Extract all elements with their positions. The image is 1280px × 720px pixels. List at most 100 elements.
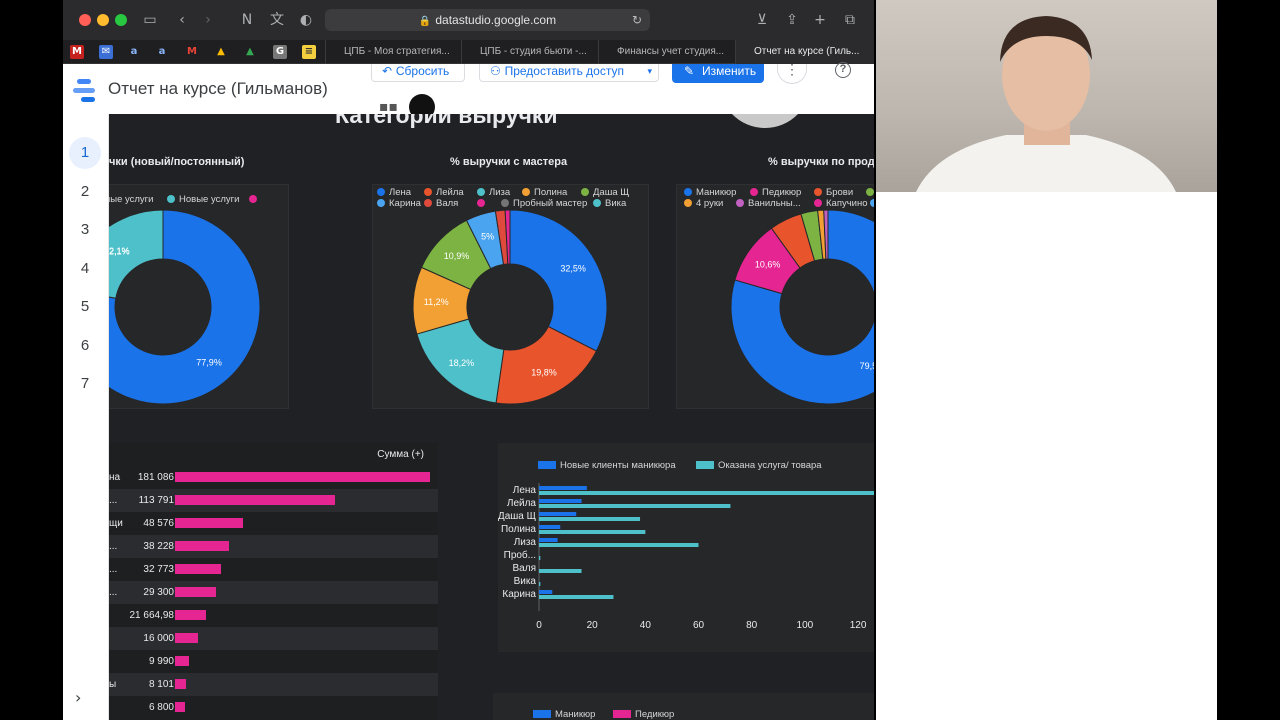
tab-strategy[interactable]: ЦПБ - Моя стратегия... — [325, 40, 461, 64]
new-tab-icon[interactable]: + — [814, 12, 826, 28]
legend-item[interactable]: Пробный мастер — [501, 198, 587, 209]
bar-1-8[interactable] — [539, 595, 614, 599]
page-tab-3[interactable]: 3 — [80, 221, 90, 238]
download-icon[interactable]: ⊻ — [756, 12, 768, 28]
legend-item[interactable]: Карина — [377, 198, 421, 209]
table-row[interactable]: ... 29 300 — [109, 581, 438, 604]
table-row[interactable]: щи 48 576 — [109, 512, 438, 535]
bar-chart-legend[interactable]: Новые клиенты маникюра Оказана услуга/ то… — [538, 460, 868, 474]
gmail-favicon-icon[interactable]: M — [70, 45, 84, 59]
bar-1-2[interactable] — [539, 517, 641, 521]
legend-item[interactable] — [249, 194, 261, 205]
bar-0-4[interactable] — [539, 538, 558, 542]
page-tab-7[interactable]: 7 — [80, 375, 90, 392]
reload-icon[interactable]: ↻ — [631, 13, 642, 27]
g-favicon-icon[interactable]: G — [273, 45, 287, 59]
revenue-table[interactable]: Сумма (+) на 181 086... 113 791 щи 48 576...… — [109, 443, 438, 720]
legend-item[interactable]: Лейла — [424, 187, 464, 198]
legend-item[interactable]: Ванильны... — [736, 198, 801, 209]
forward-arrow-icon[interactable]: › — [205, 12, 211, 28]
table-row[interactable]: на 181 086 — [109, 466, 438, 489]
legend-item[interactable]: Лиза — [477, 187, 510, 198]
legend-item[interactable]: Новые услуги — [167, 194, 239, 205]
page-tab-2[interactable]: 2 — [80, 182, 90, 200]
bar-0-8[interactable] — [539, 590, 553, 594]
gmail2-favicon-icon[interactable]: M — [187, 46, 197, 57]
legend-item[interactable]: Товар — [866, 187, 874, 198]
bar-1-4[interactable] — [539, 543, 699, 547]
table-row[interactable]: 6 800 — [109, 696, 438, 719]
bar-1-3[interactable] — [539, 530, 646, 534]
mail-favicon-icon[interactable]: ✉ — [99, 45, 113, 59]
table-row[interactable]: ... 113 791 — [109, 489, 438, 512]
notion-extension-icon[interactable]: N — [241, 12, 253, 28]
table-row[interactable]: 9 990 — [109, 650, 438, 673]
a2-favicon-icon[interactable]: a — [158, 46, 166, 57]
tab-overview-icon[interactable]: ⧉ — [845, 12, 855, 28]
legend-item[interactable]: Лена — [377, 187, 411, 198]
drive-favicon-icon[interactable]: ▲ — [217, 46, 225, 57]
bar-legend-item[interactable]: Новые клиенты маникюра — [538, 460, 676, 471]
legend-item[interactable]: Латте — [870, 198, 874, 209]
legend-item[interactable]: Капучино — [814, 198, 868, 209]
reset-button[interactable]: ↶ Сбросить — [371, 64, 465, 82]
bar-0-0[interactable] — [539, 486, 587, 490]
translate-extension-icon[interactable]: 文 — [270, 12, 284, 28]
chevron-right-icon[interactable]: › — [75, 688, 82, 707]
legend-item[interactable]: Брови — [814, 187, 853, 198]
donut3-slice-5[interactable] — [823, 209, 829, 260]
page-tab-4[interactable]: 4 — [80, 259, 90, 277]
donut1-legend[interactable]: ные услуги Новые услуги — [109, 194, 289, 208]
donut3-legend[interactable]: Маникюр Педикюр Брови Товар 4 руки Ванильны..… — [684, 187, 874, 213]
bar-1-5[interactable] — [539, 556, 541, 560]
bar-1-0[interactable] — [539, 491, 874, 495]
legend-item[interactable]: Валя — [424, 198, 458, 209]
legend-item[interactable]: Полина — [522, 187, 567, 198]
bottom-chart-legend[interactable]: Маникюр Педикюр — [533, 709, 833, 720]
table-row[interactable]: ... 38 228 — [109, 535, 438, 558]
bar-1-6[interactable] — [539, 569, 582, 573]
more-options-button[interactable]: ⋮ — [777, 62, 807, 84]
table-row[interactable]: 16 000 — [109, 627, 438, 650]
bar-0-2[interactable] — [539, 512, 577, 516]
donut2-slice-2[interactable] — [416, 318, 505, 404]
address-bar[interactable]: 🔒 datastudio.google.com ↻ — [325, 9, 650, 31]
share-icon[interactable]: ⇪ — [786, 12, 798, 28]
page-tab-5[interactable]: 5 — [80, 298, 90, 315]
donut2-legend[interactable]: Лена Лейла Лиза Полина Даша Щ Карина Валя Пробн… — [377, 187, 647, 213]
legend-item[interactable]: ные услуги — [109, 194, 153, 205]
donut1-chart[interactable]: 77,9% 22,1%2,1% — [109, 204, 269, 404]
bar-legend-item[interactable]: Оказана услуга/ товара — [696, 460, 822, 471]
report-title[interactable]: Отчет на курсе (Гильманов) — [108, 79, 328, 98]
legend-item[interactable]: 4 руки — [684, 198, 723, 209]
donut2-slice-1[interactable] — [495, 325, 598, 405]
close-window-button[interactable] — [79, 14, 91, 26]
zoom-window-button[interactable] — [115, 14, 127, 26]
donut1-slice-1[interactable] — [109, 209, 164, 299]
minimize-window-button[interactable] — [97, 14, 109, 26]
yellow-favicon-icon[interactable]: ≡ — [302, 45, 316, 59]
a-favicon-icon[interactable]: a — [130, 46, 138, 57]
legend-item[interactable]: Маникюр — [684, 187, 736, 198]
bottom-legend-item[interactable]: Педикюр — [613, 709, 674, 720]
legend-item[interactable]: Педикюр — [750, 187, 801, 198]
page-tab-1[interactable]: 1 — [69, 137, 101, 169]
privacy-shield-icon[interactable]: ◐ — [299, 12, 313, 28]
donut1-slice-0[interactable] — [109, 209, 261, 404]
table-row[interactable]: ... 32 773 — [109, 558, 438, 581]
drive2-favicon-icon[interactable]: ▲ — [246, 46, 254, 57]
page-tab-6[interactable]: 6 — [80, 336, 90, 354]
bar-0-3[interactable] — [539, 525, 561, 529]
tab-studio[interactable]: ЦПБ - студия бьюти -... — [461, 40, 598, 64]
donut2-slice-7[interactable] — [504, 209, 511, 265]
bar-0-1[interactable] — [539, 499, 582, 503]
table-row[interactable]: 21 664,98 — [109, 604, 438, 627]
legend-item[interactable]: Вика — [593, 198, 626, 209]
edit-button[interactable]: ✎ Изменить — [672, 64, 764, 83]
sidebar-toggle-icon[interactable]: ▭ — [143, 12, 157, 28]
clients-bar-chart-panel[interactable]: Новые клиенты маникюра Оказана услуга/ то… — [498, 443, 874, 652]
data-studio-logo-icon[interactable] — [73, 78, 97, 102]
legend-item[interactable]: Даша Щ — [581, 187, 629, 198]
bottom-chart-panel[interactable]: Маникюр Педикюр — [493, 693, 874, 720]
